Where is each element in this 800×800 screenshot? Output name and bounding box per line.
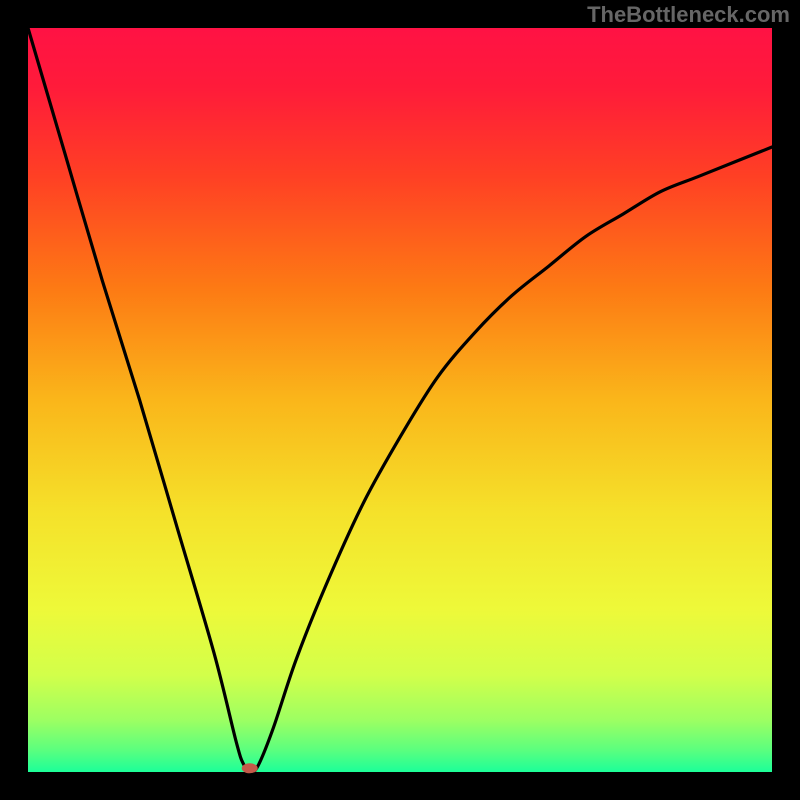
bottleneck-curve-chart: [0, 0, 800, 800]
chart-container: TheBottleneck.com: [0, 0, 800, 800]
optimal-point-marker: [242, 763, 258, 773]
watermark-text: TheBottleneck.com: [587, 2, 790, 28]
